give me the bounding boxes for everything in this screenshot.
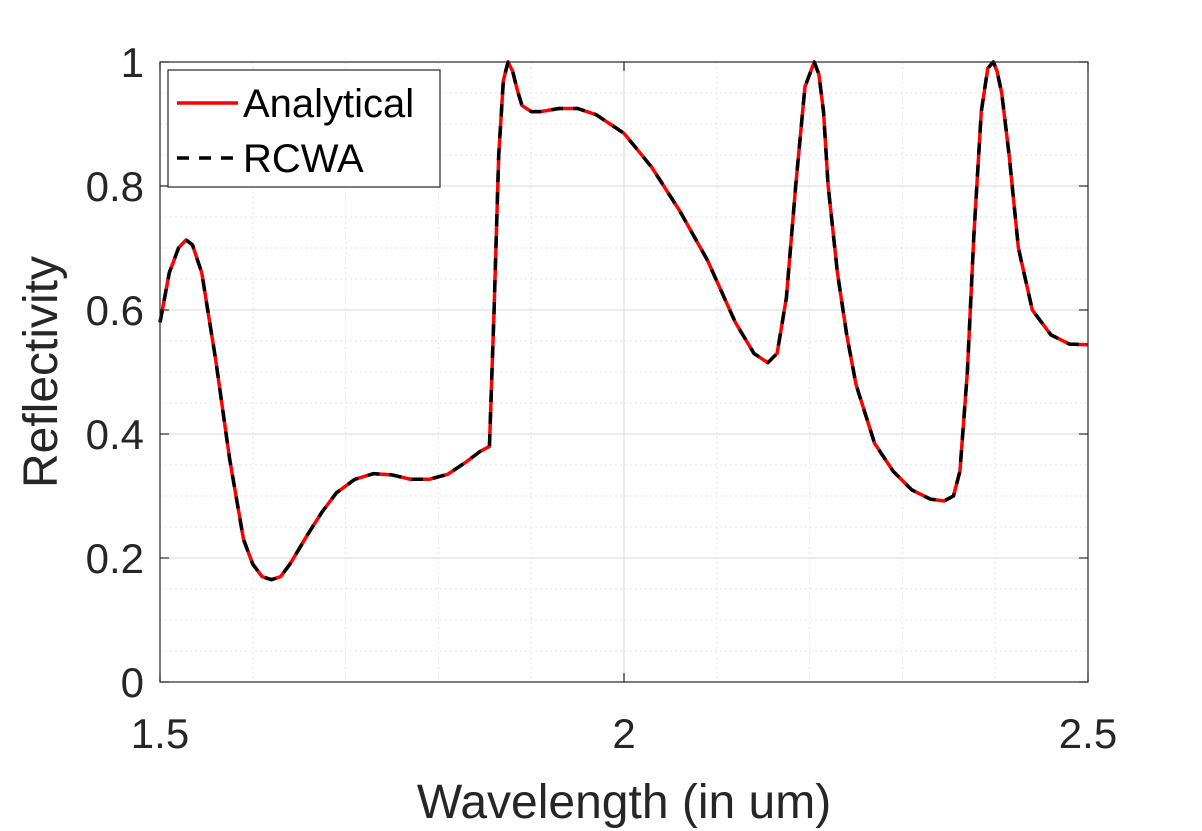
y-tick-label: 0 [121,659,144,706]
x-tick-label: 1.5 [131,710,189,757]
axis-ticks [159,61,1089,683]
x-tick-label: 2.5 [1059,710,1117,757]
series-layer [158,60,1089,582]
x-axis-label: Wavelength (in um) [417,776,831,829]
legend-label-rcwa: RCWA [243,137,364,181]
series-line-rcwa [158,60,1089,582]
tick-labels: 1.5 2 2.5 0 0.2 0.4 0.6 0.8 1 [86,39,1118,757]
y-tick-label: 0.4 [86,411,144,458]
legend: Analytical RCWA [167,69,441,188]
y-tick-label: 0.2 [86,535,144,582]
y-tick-label: 0.6 [86,287,144,334]
y-axis-label: Reflectivity [15,256,68,488]
y-tick-label: 1 [121,39,144,86]
y-tick-label: 0.8 [86,163,144,210]
x-tick-label: 2 [612,710,635,757]
legend-box [167,69,441,188]
legend-label-analytical: Analytical [243,82,414,126]
